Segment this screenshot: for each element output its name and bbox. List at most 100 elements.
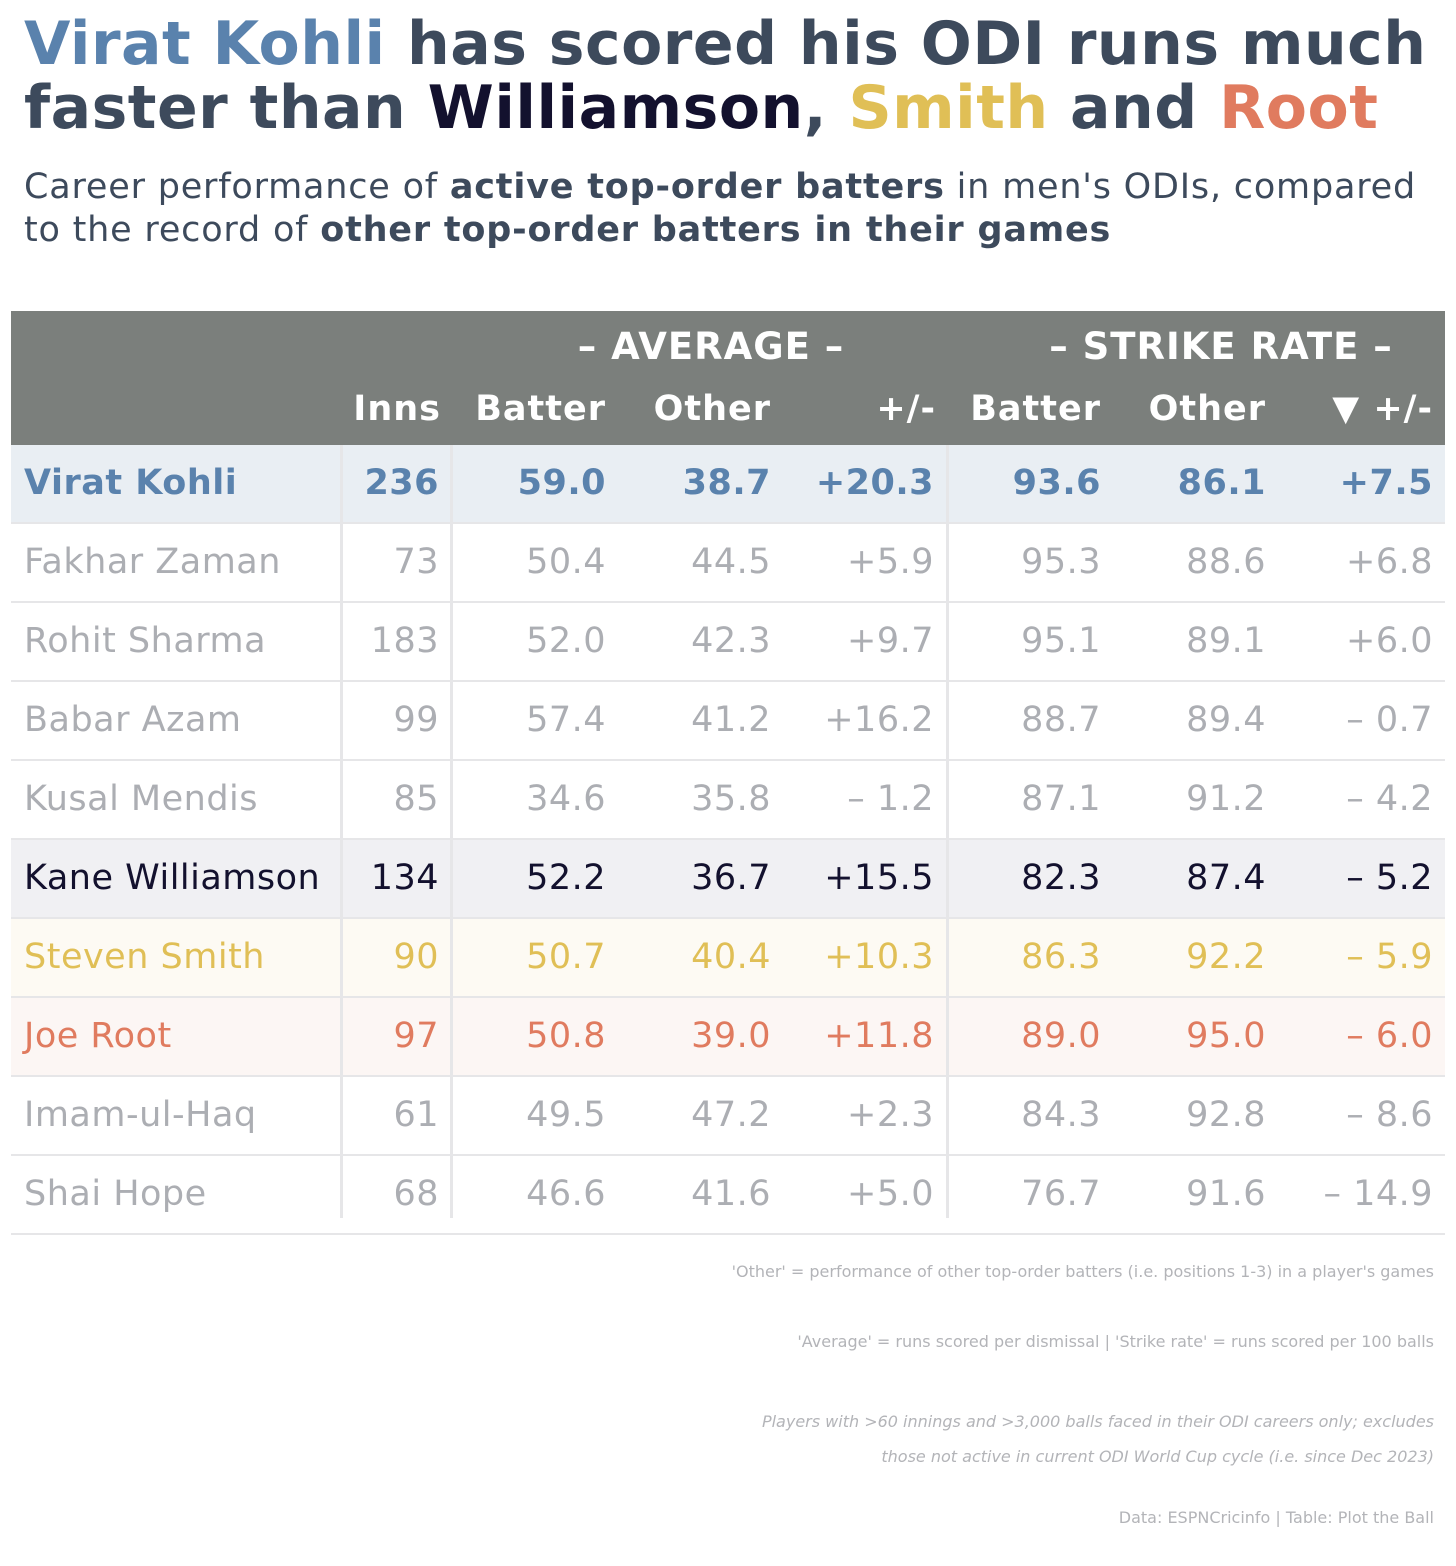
cell-inns: 73 (393, 542, 439, 582)
cell-avg-diff: +2.3 (847, 1095, 934, 1135)
header-avg-other: Other (653, 389, 771, 429)
cell-avg-batter: 50.4 (526, 542, 606, 582)
cell-avg-other: 41.6 (691, 1174, 771, 1214)
cell-player-name: Rohit Sharma (24, 621, 267, 661)
cell-sr-diff: – 5.9 (1346, 937, 1433, 977)
table-row: Virat Kohli 236 59.0 38.7 +20.3 93.6 86.1 +7.5 (11, 445, 1445, 524)
title-text-3: and (1048, 73, 1220, 143)
note-criteria-line-2: those not active in current ODI World Cu… (881, 1447, 1434, 1466)
cell-sr-other: 86.1 (1177, 463, 1266, 503)
cell-avg-diff: +9.7 (847, 621, 934, 661)
cell-sr-other: 95.0 (1186, 1016, 1266, 1056)
cell-sr-diff: +7.5 (1339, 463, 1433, 503)
cell-sr-other: 92.8 (1186, 1095, 1266, 1135)
table-row: Rohit Sharma 183 52.0 42.3 +9.7 95.1 89.1 +6.0 (11, 603, 1445, 682)
cell-inns: 97 (393, 1016, 439, 1056)
cell-avg-batter: 52.2 (526, 858, 606, 898)
chart-subtitle: Career performance of active top-order b… (24, 166, 1444, 252)
cell-sr-diff: +6.8 (1346, 542, 1433, 582)
column-divider (946, 445, 949, 1218)
table-header: – AVERAGE – – STRIKE RATE – Inns Batter … (11, 311, 1445, 445)
cell-avg-diff: +20.3 (815, 463, 934, 503)
cell-sr-other: 91.6 (1186, 1174, 1266, 1214)
cell-sr-batter: 89.0 (1021, 1016, 1101, 1056)
cell-sr-other: 91.2 (1186, 779, 1266, 819)
cell-inns: 183 (370, 621, 439, 661)
cell-inns: 99 (393, 700, 439, 740)
cell-sr-batter: 88.7 (1021, 700, 1101, 740)
cell-avg-batter: 52.0 (526, 621, 606, 661)
cell-avg-diff: – 1.2 (847, 779, 934, 819)
cell-avg-batter: 50.8 (526, 1016, 606, 1056)
cell-sr-batter: 95.1 (1021, 621, 1101, 661)
subtitle-bold-2: other top-order batters in their games (320, 210, 1112, 250)
cell-sr-diff: – 14.9 (1323, 1174, 1433, 1214)
cell-player-name: Fakhar Zaman (24, 542, 281, 582)
cell-player-name: Babar Azam (24, 700, 242, 740)
cell-sr-batter: 76.7 (1021, 1174, 1101, 1214)
cell-avg-batter: 57.4 (526, 700, 606, 740)
cell-avg-diff: +11.8 (824, 1016, 934, 1056)
subtitle-text-1: Career performance of (24, 167, 450, 207)
cell-sr-other: 89.4 (1186, 700, 1266, 740)
cell-player-name: Kane Williamson (24, 858, 321, 898)
note-criteria: Players with >60 innings and >3,000 ball… (14, 1404, 1434, 1474)
cell-sr-diff: – 0.7 (1346, 700, 1433, 740)
cell-player-name: Joe Root (24, 1016, 172, 1056)
group-header-strike-rate: – STRIKE RATE – (1049, 325, 1393, 368)
cell-inns: 134 (370, 858, 439, 898)
cell-avg-diff: +15.5 (824, 858, 934, 898)
cell-sr-other: 87.4 (1186, 858, 1266, 898)
source-credit: Data: ESPNCricinfo | Table: Plot the Bal… (1118, 1508, 1434, 1527)
cell-sr-other: 89.1 (1186, 621, 1266, 661)
chart-title: Virat Kohli has scored his ODI runs much… (24, 12, 1444, 140)
title-text-1: has scored his ODI runs much faster than (24, 9, 1427, 143)
cell-avg-other: 44.5 (691, 542, 771, 582)
cell-sr-diff: – 5.2 (1346, 858, 1433, 898)
cell-avg-other: 41.2 (691, 700, 771, 740)
cell-inns: 61 (393, 1095, 439, 1135)
table-row: Imam-ul-Haq 61 49.5 47.2 +2.3 84.3 92.8 – 8.6 (11, 1077, 1445, 1156)
cell-inns: 68 (393, 1174, 439, 1214)
note-other-definition: 'Other' = performance of other top-order… (731, 1262, 1434, 1281)
cell-avg-diff: +16.2 (824, 700, 934, 740)
cell-avg-batter: 49.5 (526, 1095, 606, 1135)
title-text-2: , (803, 73, 849, 143)
header-sr-diff: ▼ +/- (1332, 389, 1433, 429)
header-inns: Inns (353, 389, 441, 429)
cell-avg-other: 35.8 (691, 779, 771, 819)
cell-sr-batter: 82.3 (1021, 858, 1101, 898)
cell-player-name: Kusal Mendis (24, 779, 259, 819)
cell-sr-diff: – 4.2 (1346, 779, 1433, 819)
cell-sr-batter: 93.6 (1012, 463, 1101, 503)
subtitle-bold-1: active top-order batters (449, 167, 945, 207)
cell-player-name: Steven Smith (24, 937, 265, 977)
subtitle-text-2: in men's ODIs, compared to the record of (24, 167, 1416, 250)
table-row: Fakhar Zaman 73 50.4 44.5 +5.9 95.3 88.6 +6.8 (11, 524, 1445, 603)
cell-sr-diff: – 8.6 (1346, 1095, 1433, 1135)
cell-avg-batter: 59.0 (517, 463, 606, 503)
note-average-strike-rate-definition: 'Average' = runs scored per dismissal | … (797, 1332, 1434, 1351)
column-divider (450, 445, 453, 1218)
group-header-average: – AVERAGE – (577, 325, 845, 368)
cell-avg-other: 39.0 (691, 1016, 771, 1056)
cell-avg-batter: 50.7 (526, 937, 606, 977)
cell-avg-diff: +10.3 (824, 937, 934, 977)
cell-sr-batter: 95.3 (1021, 542, 1101, 582)
title-root: Root (1219, 73, 1379, 143)
cell-sr-diff: +6.0 (1346, 621, 1433, 661)
cell-avg-other: 40.4 (691, 937, 771, 977)
cell-avg-diff: +5.9 (847, 542, 934, 582)
header-avg-batter: Batter (475, 389, 606, 429)
header-avg-diff: +/- (876, 389, 936, 429)
cell-inns: 236 (364, 463, 439, 503)
cell-player-name: Virat Kohli (24, 463, 238, 503)
table-row: Joe Root 97 50.8 39.0 +11.8 89.0 95.0 – 6.0 (11, 998, 1445, 1077)
title-williamson: Williamson (427, 73, 804, 143)
cell-sr-batter: 86.3 (1021, 937, 1101, 977)
cell-inns: 90 (393, 937, 439, 977)
cell-avg-batter: 46.6 (526, 1174, 606, 1214)
table-row: Kusal Mendis 85 34.6 35.8 – 1.2 87.1 91.2 – 4.2 (11, 761, 1445, 840)
title-kohli: Virat Kohli (24, 9, 386, 79)
cell-sr-other: 88.6 (1186, 542, 1266, 582)
